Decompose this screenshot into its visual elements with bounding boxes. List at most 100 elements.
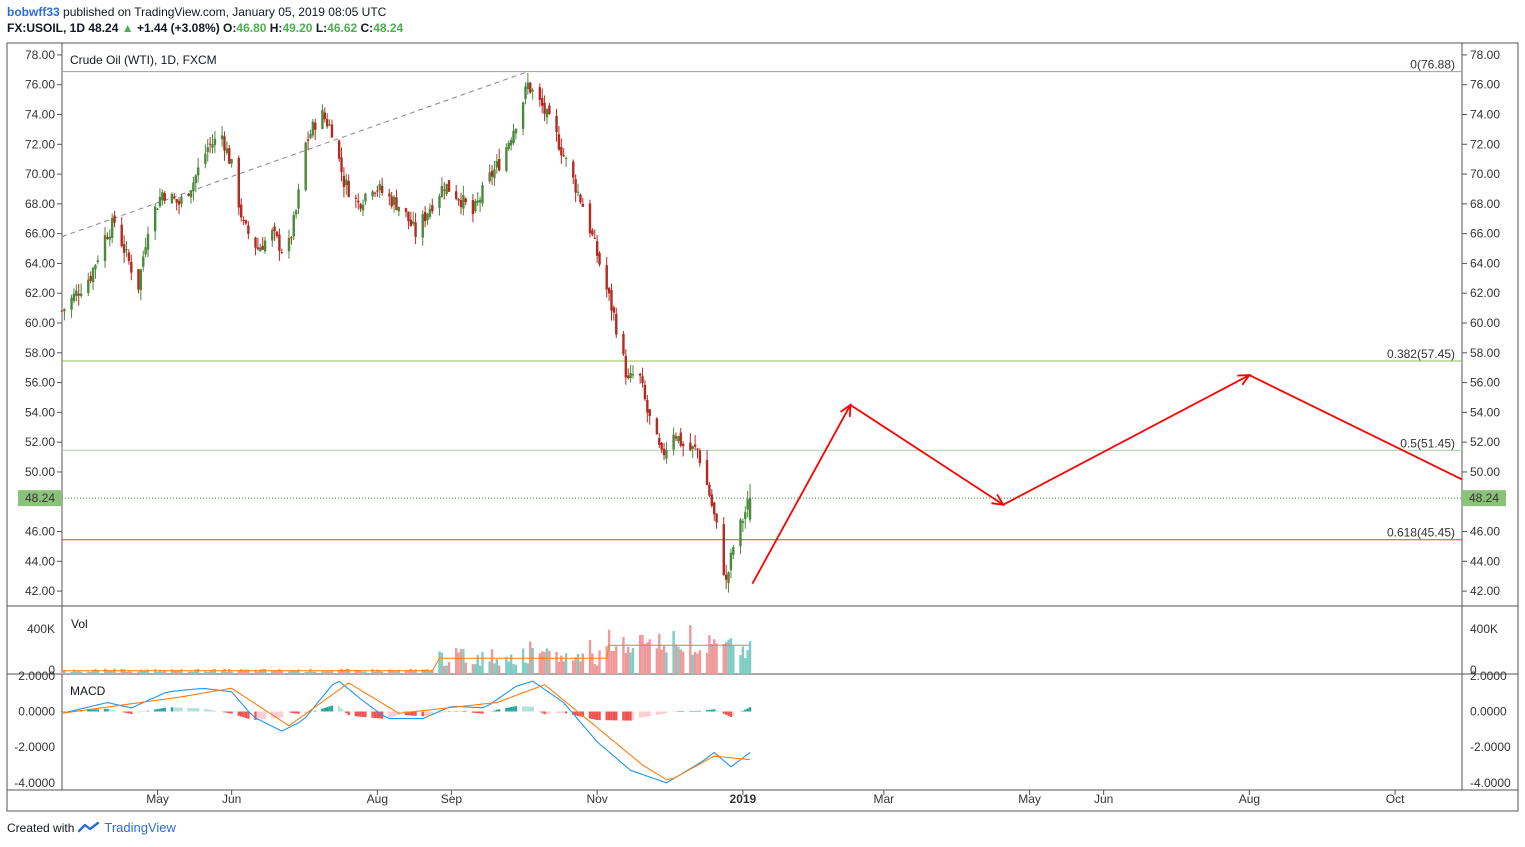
publisher-username[interactable]: bobwff33 [7, 5, 60, 19]
candle-body [591, 230, 594, 235]
volume-bar [748, 641, 752, 674]
candle-body [722, 524, 725, 575]
volume-bar [347, 668, 350, 674]
price-tick-right: 50.00 [1470, 465, 1500, 479]
candle-body [732, 547, 735, 555]
price-tick-left: 76.00 [25, 78, 55, 92]
macd-histogram-bar [454, 711, 458, 712]
volume-bar [357, 669, 360, 674]
fib-retracement[interactable]: 0(76.88) 0.382(57.45) 0.5(51.45) 0.618(45.4… [62, 58, 1462, 541]
candle-body [505, 147, 508, 171]
volume-bar [478, 665, 482, 674]
volume-bar [75, 671, 78, 674]
fib-level-label: 0.5(51.45) [1400, 436, 1455, 450]
volume-bar [223, 668, 226, 674]
symbol-label[interactable]: FX:USOIL, 1D [7, 21, 86, 35]
volume-bar [548, 650, 551, 674]
candle-body [471, 200, 475, 215]
candle-body [292, 214, 295, 237]
macd-histogram-bar [206, 709, 209, 712]
volume-bar [194, 669, 197, 674]
candle-body [514, 128, 518, 134]
volume-bar [658, 633, 661, 674]
candle-body [655, 418, 659, 435]
price-tick-left: 58.00 [25, 346, 55, 360]
candle-body [579, 194, 582, 203]
candle-body [204, 153, 207, 164]
macd-histogram-bar [562, 711, 565, 713]
volume-bar [342, 669, 346, 674]
candle-body [459, 199, 463, 208]
macd-histogram-bar [163, 707, 166, 712]
macd-histogram-bar [278, 711, 281, 718]
projection-path[interactable] [751, 374, 1463, 585]
price-tick-left: 56.00 [25, 376, 55, 390]
macd-histogram-bar [526, 706, 530, 712]
macd-histogram-bar [423, 711, 427, 716]
last-price: 48.24 [88, 21, 119, 35]
macd-tick-right: -4.0000 [1470, 776, 1511, 790]
price-tick-right: 78.00 [1470, 48, 1500, 62]
macd-histogram-bar [689, 711, 692, 712]
candle-body [96, 260, 100, 263]
macd-histogram-bar [110, 709, 114, 712]
macd-histogram-bar [91, 709, 95, 712]
candle-body [390, 196, 393, 207]
macd-histogram-bar [323, 707, 326, 712]
candle-body [311, 121, 315, 136]
candle-body [545, 109, 549, 118]
macd-histogram-bar [161, 708, 164, 712]
volume-bar [521, 648, 525, 674]
candle-body [615, 313, 618, 335]
macd-histogram-bar [247, 711, 250, 719]
price-change: +1.44 (+3.08%) [136, 21, 220, 35]
tradingview-brand[interactable]: TradingView [104, 820, 176, 835]
volume-bar [259, 669, 262, 674]
macd-histogram-bar [447, 711, 451, 712]
macd-histogram-bar [196, 708, 200, 712]
volume-bar [359, 670, 362, 674]
volume-bar [564, 653, 568, 674]
candle-body [538, 87, 542, 100]
candle-body [581, 203, 585, 207]
volume-bar [225, 671, 229, 674]
candle-body [244, 220, 248, 224]
volume-bar [710, 644, 714, 674]
candle-body [691, 446, 694, 449]
volume-bar [638, 635, 642, 674]
volume-bar [495, 659, 499, 674]
macd-histogram-bar [593, 711, 596, 720]
volume-bar [576, 653, 580, 674]
macd-histogram-bar [177, 707, 181, 712]
volume-bar [679, 649, 682, 674]
volume-pane-label: Vol [71, 617, 88, 631]
volume-bar [610, 650, 613, 674]
candle-body [498, 158, 501, 171]
candle-body [321, 109, 324, 129]
volume-bar [206, 672, 209, 674]
macd-histogram-bar [60, 711, 64, 712]
macd-histogram-bar [392, 711, 396, 717]
volume-bar [557, 662, 561, 674]
candle-body [462, 195, 465, 209]
price-tick-right: 52.00 [1470, 435, 1500, 449]
volume-bar [744, 658, 747, 674]
fib-level-label: 0(76.88) [1410, 58, 1455, 72]
fib-level-label: 0.382(57.45) [1387, 347, 1455, 361]
macd-histogram-bar [342, 710, 346, 712]
trendline[interactable] [61, 71, 529, 238]
macd-histogram-bar [170, 707, 174, 712]
candle-body [354, 197, 358, 199]
time-tick-label: Oct [1386, 792, 1405, 806]
last-price-badge-left-text: 48.24 [25, 491, 55, 505]
macd-histogram-bar [304, 711, 307, 714]
volume-bar [464, 662, 467, 674]
volume-bar [290, 670, 293, 674]
macd-histogram-bar [142, 711, 145, 712]
macd-tick-right: 2.0000 [1470, 669, 1507, 683]
macd-histogram-bar [113, 710, 116, 712]
volume-bar [490, 649, 494, 674]
volume-bar [428, 670, 432, 674]
macd-histogram-bar [280, 711, 283, 718]
